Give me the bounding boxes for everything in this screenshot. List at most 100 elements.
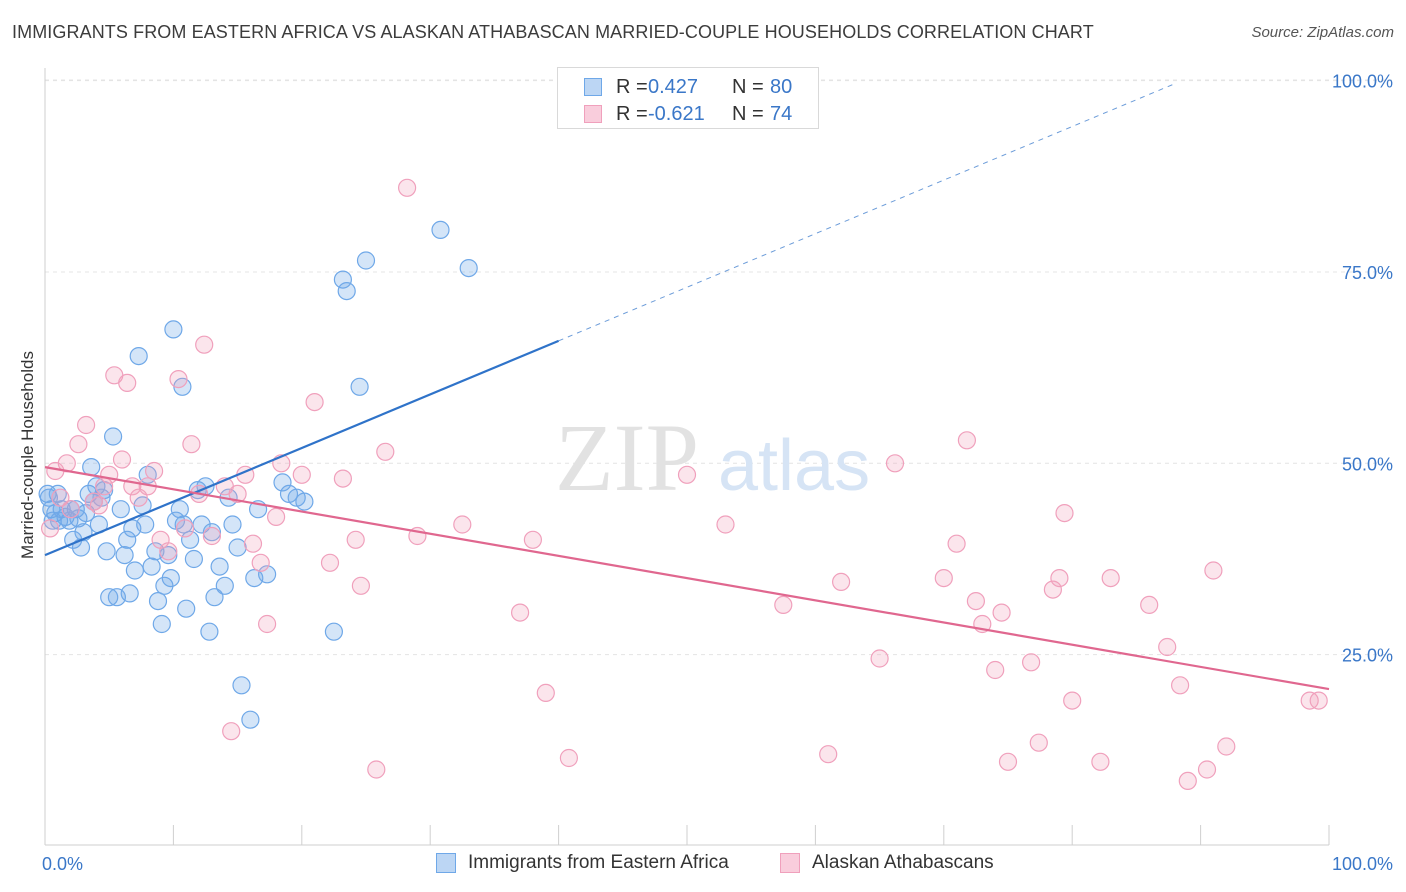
point-athabascan [376,442,395,461]
point-athabascan [175,519,195,538]
point-eastern-africa [115,545,134,565]
point-athabascan [1170,676,1190,695]
n-label: N = [732,75,764,98]
r-value: -0.621 [648,102,705,125]
point-eastern-africa [125,561,144,580]
point-athabascan [351,576,370,595]
point-eastern-africa [324,622,343,641]
point-athabascan [118,373,137,392]
legend-label: Immigrants from Eastern Africa [468,852,729,873]
point-eastern-africa [241,710,260,729]
series-legend: Immigrants from Eastern Africa Alaskan A… [0,852,1406,878]
point-athabascan [992,603,1011,622]
point-eastern-africa [148,591,168,611]
point-athabascan [986,660,1005,680]
point-eastern-africa [333,270,352,289]
point-athabascan [1217,737,1236,756]
point-eastern-africa [159,545,178,565]
point-eastern-africa [170,500,189,519]
point-athabascan [292,465,311,484]
swatch-pink [584,105,602,123]
point-athabascan [228,484,247,503]
point-athabascan [1043,580,1063,599]
point-eastern-africa [200,622,219,641]
point-eastern-africa [181,530,200,549]
point-athabascan [677,465,697,484]
legend-label: Alaskan Athabascans [812,852,994,873]
point-athabascan [957,431,977,450]
point-eastern-africa [118,530,137,549]
y-tick-label: 25.0% [1342,646,1393,666]
point-athabascan [1178,771,1197,791]
trend-line-eastern-africa [44,339,560,557]
point-eastern-africa [215,576,234,595]
point-eastern-africa [129,347,148,366]
legend-item-eastern-africa[interactable]: Immigrants from Eastern Africa [436,852,729,874]
point-athabascan [267,507,286,527]
r-value: 0.427 [648,75,699,98]
stats-legend: R = 0.427 N = 80 R = -0.621 N = 74 [557,67,819,129]
point-athabascan [76,415,96,435]
point-eastern-africa [205,588,224,607]
grid-lines [45,79,1392,656]
point-athabascan [831,572,851,592]
x-tick-label: 0.0% [42,854,83,874]
point-athabascan [367,760,386,779]
point-athabascan [51,488,70,507]
point-athabascan [1204,561,1223,580]
y-axis-label: Married-couple Households [18,351,37,559]
point-eastern-africa [223,515,242,534]
point-athabascan [774,595,793,615]
point-athabascan [966,591,986,611]
point-athabascan [69,435,88,454]
point-athabascan [1101,568,1120,588]
point-eastern-africa [161,568,180,588]
point-eastern-africa [431,220,450,239]
point-athabascan [998,752,1018,771]
point-eastern-africa [136,515,155,534]
point-athabascan [169,370,188,389]
point-athabascan [159,542,178,561]
point-athabascan [819,745,838,764]
legend-item-athabascan[interactable]: Alaskan Athabascans [780,852,994,874]
point-athabascan [89,496,109,515]
point-athabascan [1091,752,1110,771]
trend-line-athabascan [44,466,1330,691]
chart-source: Source: ZipAtlas.com [1251,24,1394,41]
point-athabascan [523,530,543,549]
point-athabascan [1309,691,1328,710]
watermark-atlas: atlas [718,426,870,506]
point-athabascan [559,748,579,768]
point-athabascan [536,683,555,703]
n-value: 80 [770,75,793,98]
point-athabascan [305,393,324,412]
point-eastern-africa [356,251,376,270]
point-athabascan [333,469,352,488]
point-eastern-africa [184,549,203,569]
point-athabascan [145,461,164,481]
y-tick-label: 75.0% [1342,263,1393,283]
point-athabascan [1063,691,1082,710]
point-athabascan [1050,568,1069,588]
trend-line-extension [558,83,1176,342]
point-eastern-africa [258,565,277,584]
point-athabascan [947,534,966,553]
tick-labels: 25.0% 50.0% 75.0% 100.0% 0.0% 100.0% [42,72,1393,874]
point-athabascan [182,435,201,454]
axes [44,68,1330,846]
point-eastern-africa [202,523,221,542]
point-athabascan [195,335,214,354]
point-athabascan [885,454,905,473]
point-eastern-africa [164,320,183,339]
x-tick-label: 100.0% [1332,854,1393,874]
point-athabascan [320,553,340,572]
n-label: N = [732,102,764,125]
point-athabascan [453,515,472,534]
trend-lines [44,83,1330,691]
point-athabascan [202,526,221,546]
watermark: ZIP atlas [555,404,870,511]
data-points [38,178,1328,791]
point-athabascan [716,515,735,534]
point-athabascan [251,553,270,572]
